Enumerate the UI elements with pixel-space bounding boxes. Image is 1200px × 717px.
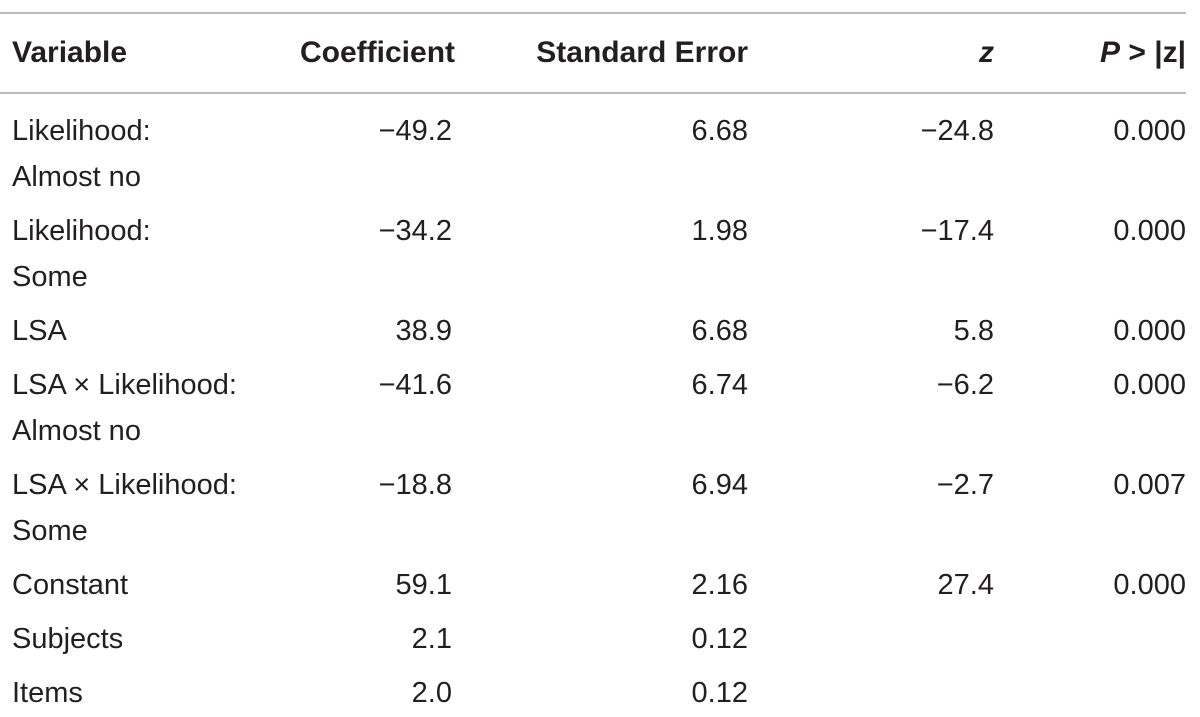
variable-line1: LSA: [12, 315, 67, 347]
variable-cell: LSA × Likelihood: Some: [0, 454, 300, 554]
z-cell: 27.4: [937, 569, 994, 601]
header-standard-error: Standard Error: [536, 36, 748, 69]
variable-line2: Almost no: [12, 161, 141, 193]
variable-line1: LSA × Likelihood:: [12, 469, 237, 501]
variable-cell: Likelihood: Almost no: [0, 92, 300, 200]
header-coefficient: Coefficient: [300, 36, 456, 69]
p-value-cell: [994, 608, 1186, 662]
header-row: Variable Coefficient Standard Error z P …: [0, 14, 1186, 92]
variable-line1: Items: [12, 677, 83, 709]
standard-error-cell: 2.16: [691, 569, 748, 601]
variable-cell: Likelihood: Some: [0, 200, 300, 300]
table-row: LSA × Likelihood: Some −18.8 6.94 −2.7 0…: [0, 454, 1186, 554]
variable-line1: Likelihood:: [12, 215, 151, 247]
standard-error-cell: 0.12: [691, 677, 748, 709]
p-value-cell: 0.000: [1113, 569, 1186, 601]
p-value-cell: 0.000: [1113, 115, 1186, 147]
coefficient-cell: −34.2: [378, 215, 452, 247]
variable-line2: Some: [12, 515, 88, 547]
coefficient-cell: −49.2: [378, 115, 452, 147]
p-value-cell: 0.000: [1113, 315, 1186, 347]
variable-line1: Subjects: [12, 623, 124, 655]
z-cell: [748, 662, 994, 716]
standard-error-cell: 6.74: [691, 369, 748, 401]
header-p-condition: > |z|: [1120, 36, 1186, 69]
p-value-cell: 0.000: [1113, 215, 1186, 247]
top-rule: [0, 12, 1186, 14]
coefficient-cell: 2.1: [411, 623, 452, 655]
table-row: Items 2.0 0.12: [0, 662, 1186, 716]
variable-cell: Subjects: [0, 608, 300, 662]
variable-cell: LSA × Likelihood: Almost no: [0, 354, 300, 454]
header-z: z: [748, 14, 994, 92]
z-cell: −17.4: [920, 215, 994, 247]
table-row: Subjects 2.1 0.12: [0, 608, 1186, 662]
standard-error-cell: 6.68: [691, 115, 748, 147]
z-cell: [748, 608, 994, 662]
standard-error-cell: 6.94: [691, 469, 748, 501]
coefficient-cell: 59.1: [395, 569, 452, 601]
z-cell: −24.8: [920, 115, 994, 147]
table-row: LSA × Likelihood: Almost no −41.6 6.74 −…: [0, 354, 1186, 454]
table-row: LSA 38.9 6.68 5.8 0.000: [0, 300, 1186, 354]
z-cell: −2.7: [936, 469, 994, 501]
p-value-cell: 0.007: [1113, 469, 1186, 501]
header-p-label: P: [1100, 36, 1121, 69]
p-value-cell: 0.000: [1113, 369, 1186, 401]
header-variable: Variable: [12, 36, 128, 69]
variable-cell: LSA: [0, 300, 300, 354]
standard-error-cell: 0.12: [691, 623, 748, 655]
coefficient-cell: −41.6: [378, 369, 452, 401]
z-cell: −6.2: [936, 369, 994, 401]
standard-error-cell: 1.98: [691, 215, 748, 247]
coefficient-cell: −18.8: [378, 469, 452, 501]
variable-line2: Almost no: [12, 415, 141, 447]
variable-cell: Items: [0, 662, 300, 716]
variable-line2: Some: [12, 261, 88, 293]
header-rule: [0, 92, 1186, 94]
header-p-value: P > |z|: [994, 14, 1186, 92]
variable-cell: Constant: [0, 554, 300, 608]
coefficient-cell: 38.9: [395, 315, 452, 347]
variable-line1: Likelihood:: [12, 115, 151, 147]
table-row: Likelihood: Some −34.2 1.98 −17.4 0.000: [0, 200, 1186, 300]
coefficient-cell: 2.0: [411, 677, 452, 709]
table-row: Likelihood: Almost no −49.2 6.68 −24.8 0…: [0, 92, 1186, 200]
table-row: Constant 59.1 2.16 27.4 0.000: [0, 554, 1186, 608]
regression-table: Variable Coefficient Standard Error z P …: [0, 14, 1186, 716]
standard-error-cell: 6.68: [691, 315, 748, 347]
variable-line1: LSA × Likelihood:: [12, 369, 237, 401]
z-cell: 5.8: [953, 315, 994, 347]
p-value-cell: [994, 662, 1186, 716]
variable-line1: Constant: [12, 569, 129, 601]
header-z-label: z: [979, 36, 994, 69]
